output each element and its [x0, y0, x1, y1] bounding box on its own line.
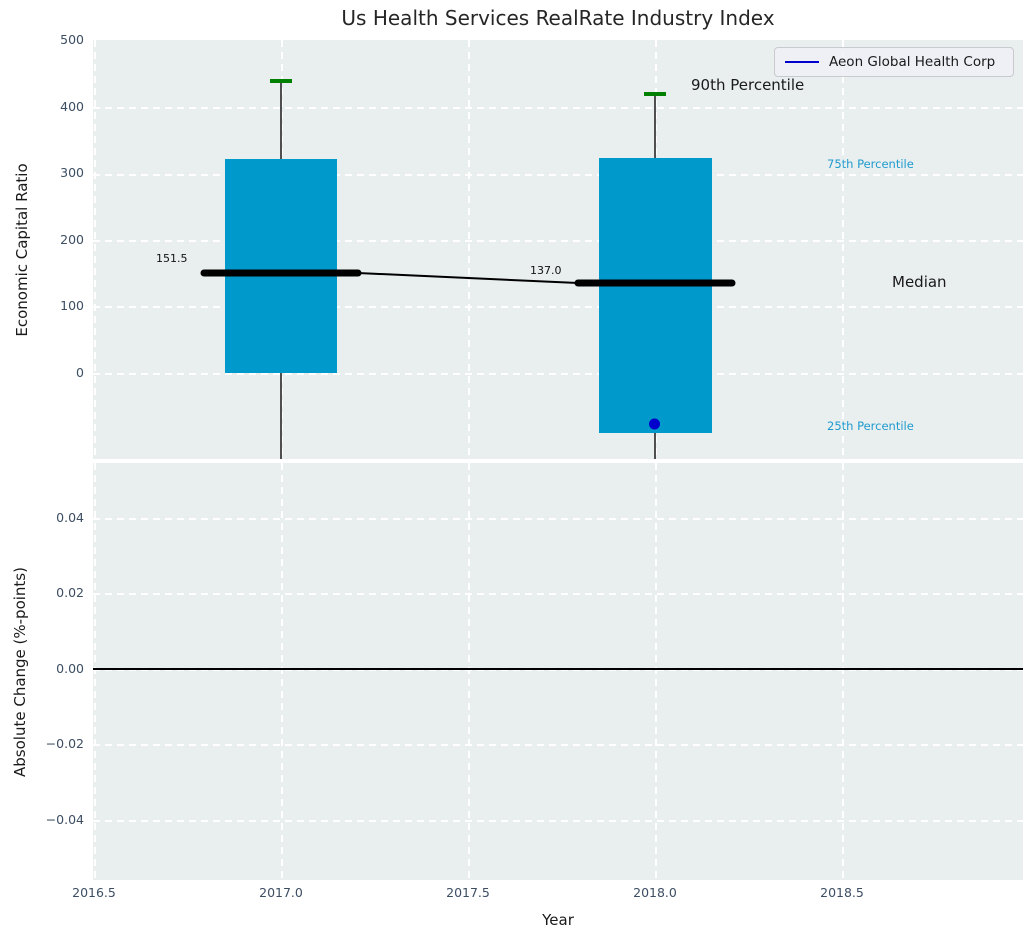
gridline-h-004 — [93, 518, 1023, 520]
ytick-bot-neg002: −0.02 — [45, 736, 84, 751]
bottom-axes — [93, 463, 1023, 880]
median-overlay — [200, 269, 736, 430]
ytick-top-400: 400 — [60, 99, 84, 114]
p90-cap-2017 — [270, 79, 292, 83]
ylabel-bottom: Absolute Change (%-points) — [11, 567, 29, 777]
gridline-h-neg004 — [93, 820, 1023, 822]
median-value-2017: 151.5 — [156, 252, 188, 265]
median-connector-line — [357, 272, 579, 284]
xtick-2017: 2017.0 — [259, 885, 303, 900]
xtick-2018: 2018.0 — [633, 885, 677, 900]
ytick-top-300: 300 — [60, 165, 84, 180]
gridline-h-200 — [93, 240, 1023, 242]
legend-label: Aeon Global Health Corp — [829, 54, 996, 70]
median-value-2018: 137.0 — [530, 264, 562, 277]
ytick-bot-002: 0.02 — [56, 585, 84, 600]
xtick-2017-5: 2017.5 — [446, 885, 490, 900]
gridline-h-000 — [93, 669, 1023, 671]
xtick-2018-5: 2018.5 — [820, 885, 864, 900]
gridline-h-300 — [93, 174, 1023, 176]
ylabel-top: Economic Capital Ratio — [13, 163, 31, 337]
top-axes: 151.5 137.0 90th Percentile 75th Percent… — [93, 40, 1023, 459]
xtick-2016-5: 2016.5 — [72, 885, 116, 900]
iqr-bar-2018 — [599, 158, 712, 433]
chart-title: Us Health Services RealRate Industry Ind… — [341, 6, 775, 30]
iqr-bar-2017 — [225, 159, 337, 373]
xlabel: Year — [542, 911, 574, 929]
gridline-v-2017-5 — [468, 40, 470, 459]
ytick-bot-004: 0.04 — [56, 510, 84, 525]
p90-cap-2018 — [644, 92, 666, 96]
ytick-top-200: 200 — [60, 232, 84, 247]
gridline-h-400 — [93, 107, 1023, 109]
gridline-v2-2016-5 — [94, 463, 96, 880]
gridline-v2-2017 — [281, 463, 283, 880]
gridline-h-002 — [93, 593, 1023, 595]
legend-line-swatch — [785, 61, 819, 63]
ytick-top-500: 500 — [60, 32, 84, 47]
gridline-v2-2018-5 — [842, 463, 844, 880]
gridline-h-neg002 — [93, 744, 1023, 746]
ytick-top-100: 100 — [60, 298, 84, 313]
gridline-h-100 — [93, 306, 1023, 308]
gridline-h-0 — [93, 373, 1023, 375]
legend: Aeon Global Health Corp — [774, 47, 1014, 77]
gridline-v-2016-5 — [94, 40, 96, 459]
zero-baseline — [93, 668, 1023, 670]
company-marker-dot — [649, 418, 660, 430]
annotation-25th-percentile: 25th Percentile — [827, 419, 914, 433]
annotation-75th-percentile: 75th Percentile — [827, 157, 914, 171]
gridline-v-2018-5 — [842, 40, 844, 459]
gridline-v2-2018 — [655, 463, 657, 880]
ytick-bot-000: 0.00 — [56, 661, 84, 676]
ytick-top-0: 0 — [76, 365, 84, 380]
annotation-90th-percentile: 90th Percentile — [691, 76, 805, 94]
annotation-median: Median — [892, 273, 947, 291]
ytick-bot-neg004: −0.04 — [45, 812, 84, 827]
gridline-v2-2017-5 — [468, 463, 470, 880]
